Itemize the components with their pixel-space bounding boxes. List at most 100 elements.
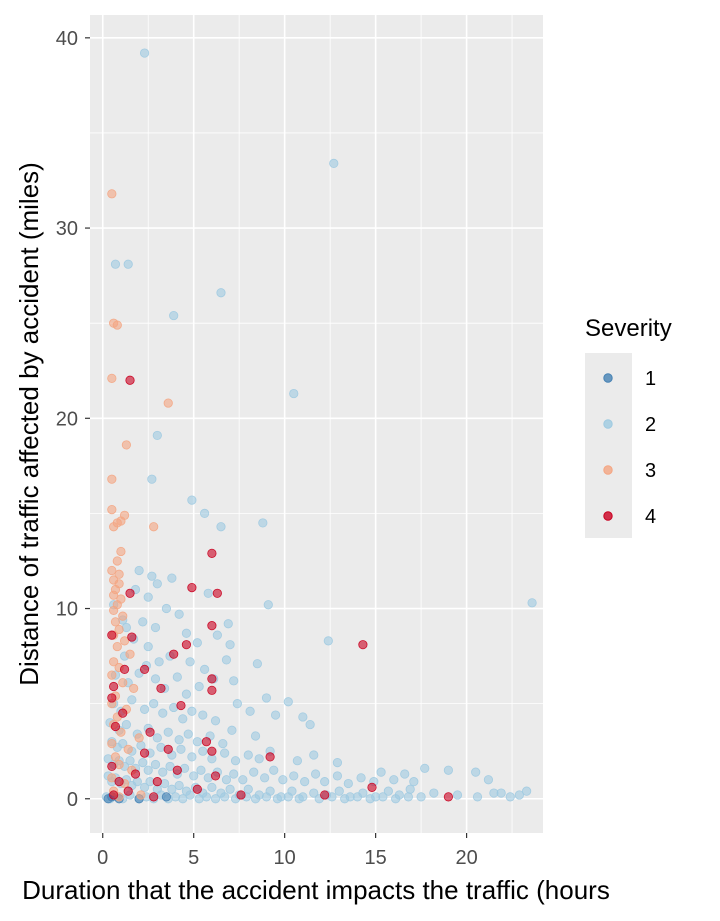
data-point-severity-2 xyxy=(143,765,153,775)
data-point-severity-4 xyxy=(139,748,150,758)
data-point-severity-2 xyxy=(165,761,175,772)
data-point-severity-2 xyxy=(283,792,293,802)
data-point-severity-2 xyxy=(261,693,272,703)
data-point-severity-2 xyxy=(225,784,235,794)
legend-label-2: 2 xyxy=(645,414,656,436)
data-point-severity-2 xyxy=(143,592,153,602)
data-point-severity-2 xyxy=(203,588,213,598)
data-point-severity-2 xyxy=(383,786,393,796)
data-point-severity-2 xyxy=(189,771,199,781)
data-point-severity-2 xyxy=(403,792,413,802)
data-point-severity-3 xyxy=(119,510,130,520)
data-point-severity-2 xyxy=(230,756,241,766)
data-point-severity-2 xyxy=(152,579,162,589)
data-point-severity-2 xyxy=(263,600,273,610)
data-point-severity-4 xyxy=(139,664,150,675)
y-tick-label: 40 xyxy=(56,28,78,50)
data-point-severity-2 xyxy=(294,794,304,804)
data-point-severity-3 xyxy=(107,773,117,783)
data-point-severity-4 xyxy=(212,588,222,598)
x-tick-label: 5 xyxy=(188,847,199,869)
data-point-severity-2 xyxy=(332,758,343,768)
legend-key-4 xyxy=(603,511,613,521)
data-point-severity-2 xyxy=(118,738,128,749)
data-point-severity-2 xyxy=(185,790,195,800)
data-point-severity-2 xyxy=(250,731,261,741)
data-point-severity-3 xyxy=(107,373,117,383)
data-point-severity-2 xyxy=(194,681,204,692)
data-point-severity-2 xyxy=(210,794,221,804)
data-point-severity-4 xyxy=(320,790,330,800)
data-point-severity-2 xyxy=(174,780,184,791)
y-tick-label: 0 xyxy=(67,789,78,811)
data-point-severity-2 xyxy=(249,767,259,777)
data-point-severity-3 xyxy=(114,569,124,579)
data-point-severity-2 xyxy=(158,767,168,777)
data-point-severity-2 xyxy=(158,708,168,718)
data-point-severity-3 xyxy=(136,790,146,800)
data-point-severity-2 xyxy=(154,657,164,667)
data-point-severity-2 xyxy=(332,771,343,781)
data-point-severity-4 xyxy=(172,765,182,775)
data-point-severity-4 xyxy=(176,700,186,711)
data-point-severity-2 xyxy=(207,754,217,764)
data-point-severity-2 xyxy=(389,775,399,785)
data-point-severity-2 xyxy=(132,777,142,787)
data-point-severity-2 xyxy=(289,388,299,399)
data-point-severity-3 xyxy=(107,474,117,484)
data-point-severity-2 xyxy=(300,777,310,787)
data-point-severity-2 xyxy=(150,674,161,684)
data-point-severity-2 xyxy=(167,784,177,794)
data-points xyxy=(101,48,537,804)
data-point-severity-3 xyxy=(149,522,159,532)
legend-key-2 xyxy=(603,419,613,429)
data-point-severity-4 xyxy=(163,744,173,754)
data-point-severity-2 xyxy=(161,603,172,614)
data-point-severity-2 xyxy=(210,716,221,726)
data-point-severity-3 xyxy=(116,546,126,557)
data-point-severity-3 xyxy=(119,636,130,646)
data-point-severity-2 xyxy=(138,617,148,627)
data-point-severity-3 xyxy=(123,744,133,754)
data-point-severity-2 xyxy=(139,704,150,714)
data-point-severity-3 xyxy=(116,727,126,737)
data-point-severity-2 xyxy=(201,792,212,802)
data-point-severity-2 xyxy=(125,756,135,766)
data-point-severity-3 xyxy=(121,440,131,450)
data-point-severity-2 xyxy=(223,619,233,629)
data-point-severity-2 xyxy=(147,474,157,484)
data-point-severity-2 xyxy=(218,738,228,749)
y-tick-label: 10 xyxy=(56,599,78,621)
plot-panel xyxy=(90,15,543,833)
data-point-severity-2 xyxy=(229,769,239,779)
data-point-severity-2 xyxy=(169,310,179,321)
y-axis-title: Distance of traffic affected by accident… xyxy=(14,162,44,686)
data-point-severity-4 xyxy=(201,737,212,747)
data-point-severity-3 xyxy=(114,624,124,635)
data-point-severity-2 xyxy=(365,794,375,804)
data-point-severity-2 xyxy=(391,794,401,804)
data-point-severity-2 xyxy=(198,710,208,720)
data-point-severity-2 xyxy=(254,754,264,764)
data-point-severity-2 xyxy=(110,259,121,269)
data-point-severity-2 xyxy=(187,495,197,505)
data-point-severity-2 xyxy=(150,759,161,770)
data-point-severity-2 xyxy=(200,508,210,519)
data-point-severity-2 xyxy=(221,775,232,785)
data-point-severity-2 xyxy=(340,794,350,804)
data-point-severity-2 xyxy=(174,609,184,619)
data-point-severity-3 xyxy=(112,320,122,330)
data-point-severity-3 xyxy=(107,505,117,515)
data-point-severity-4 xyxy=(107,693,117,703)
data-point-severity-3 xyxy=(109,657,119,667)
data-point-severity-3 xyxy=(107,189,117,199)
data-point-severity-2 xyxy=(225,640,235,650)
data-point-severity-4 xyxy=(236,790,246,800)
data-point-severity-2 xyxy=(283,697,293,707)
data-point-severity-4 xyxy=(110,721,121,732)
data-point-severity-2 xyxy=(243,750,253,760)
data-point-severity-2 xyxy=(139,782,150,792)
data-point-severity-4 xyxy=(443,792,453,802)
data-point-severity-3 xyxy=(118,678,128,688)
legend-key-1 xyxy=(603,373,613,383)
